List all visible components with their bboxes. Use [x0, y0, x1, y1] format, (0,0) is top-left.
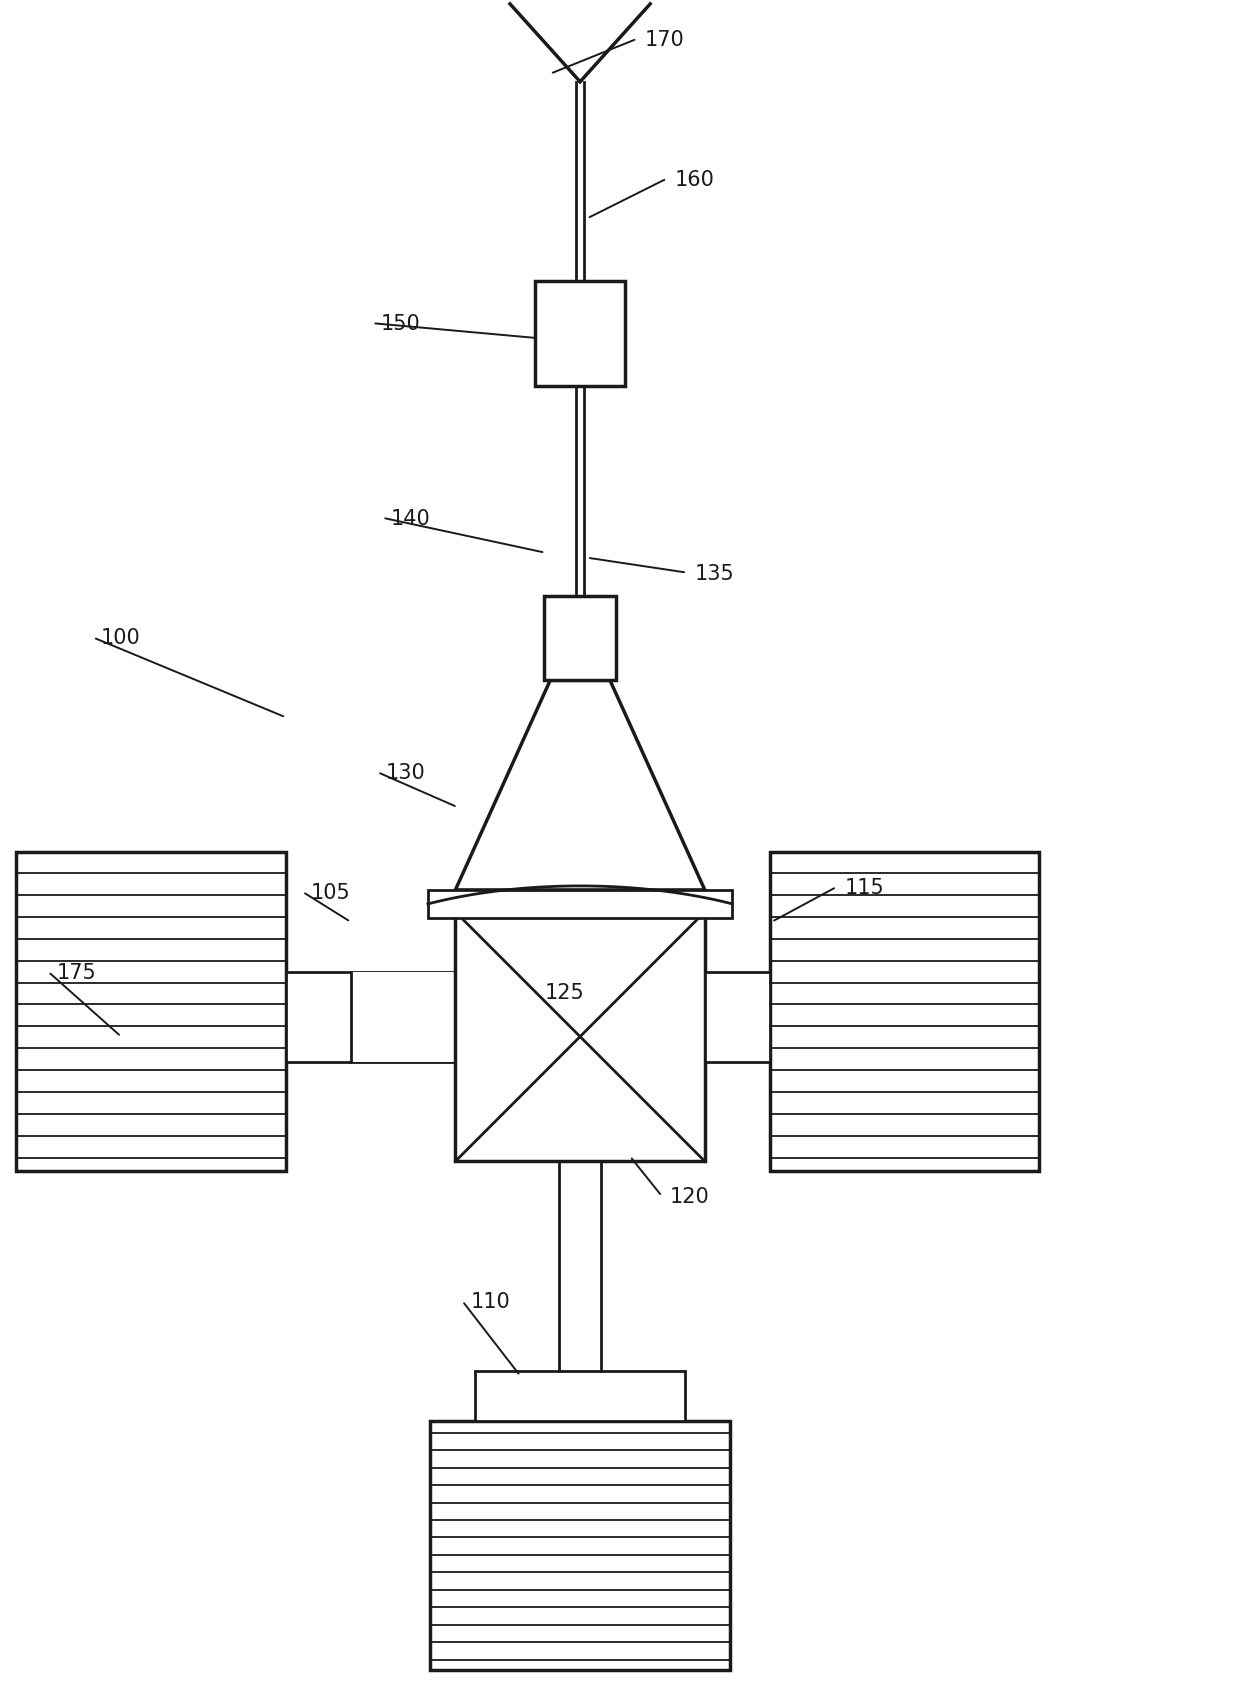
Text: 150: 150 [381, 314, 421, 335]
Bar [769, 852, 1040, 1171]
Bar [286, 973, 351, 1062]
Bar [16, 852, 286, 1171]
Text: 110: 110 [471, 1290, 510, 1311]
Text: 115: 115 [844, 877, 884, 898]
Text: 140: 140 [391, 509, 431, 529]
Text: 120: 120 [670, 1186, 710, 1207]
Bar [476, 1371, 685, 1420]
Polygon shape [456, 681, 705, 891]
Text: 175: 175 [56, 963, 96, 982]
Text: 160: 160 [675, 169, 715, 189]
Text: 170: 170 [645, 29, 685, 50]
Text: 135: 135 [695, 563, 735, 584]
Text: 100: 100 [101, 628, 141, 649]
Text: 125: 125 [545, 982, 585, 1002]
Bar [535, 282, 625, 387]
Bar [705, 973, 769, 1062]
Bar [456, 912, 705, 1162]
Bar [351, 973, 456, 1062]
Bar [431, 1420, 730, 1669]
Bar [559, 1162, 601, 1371]
Text: 130: 130 [386, 763, 426, 784]
Bar [428, 891, 732, 918]
Text: 105: 105 [311, 883, 350, 903]
Bar [544, 596, 616, 681]
